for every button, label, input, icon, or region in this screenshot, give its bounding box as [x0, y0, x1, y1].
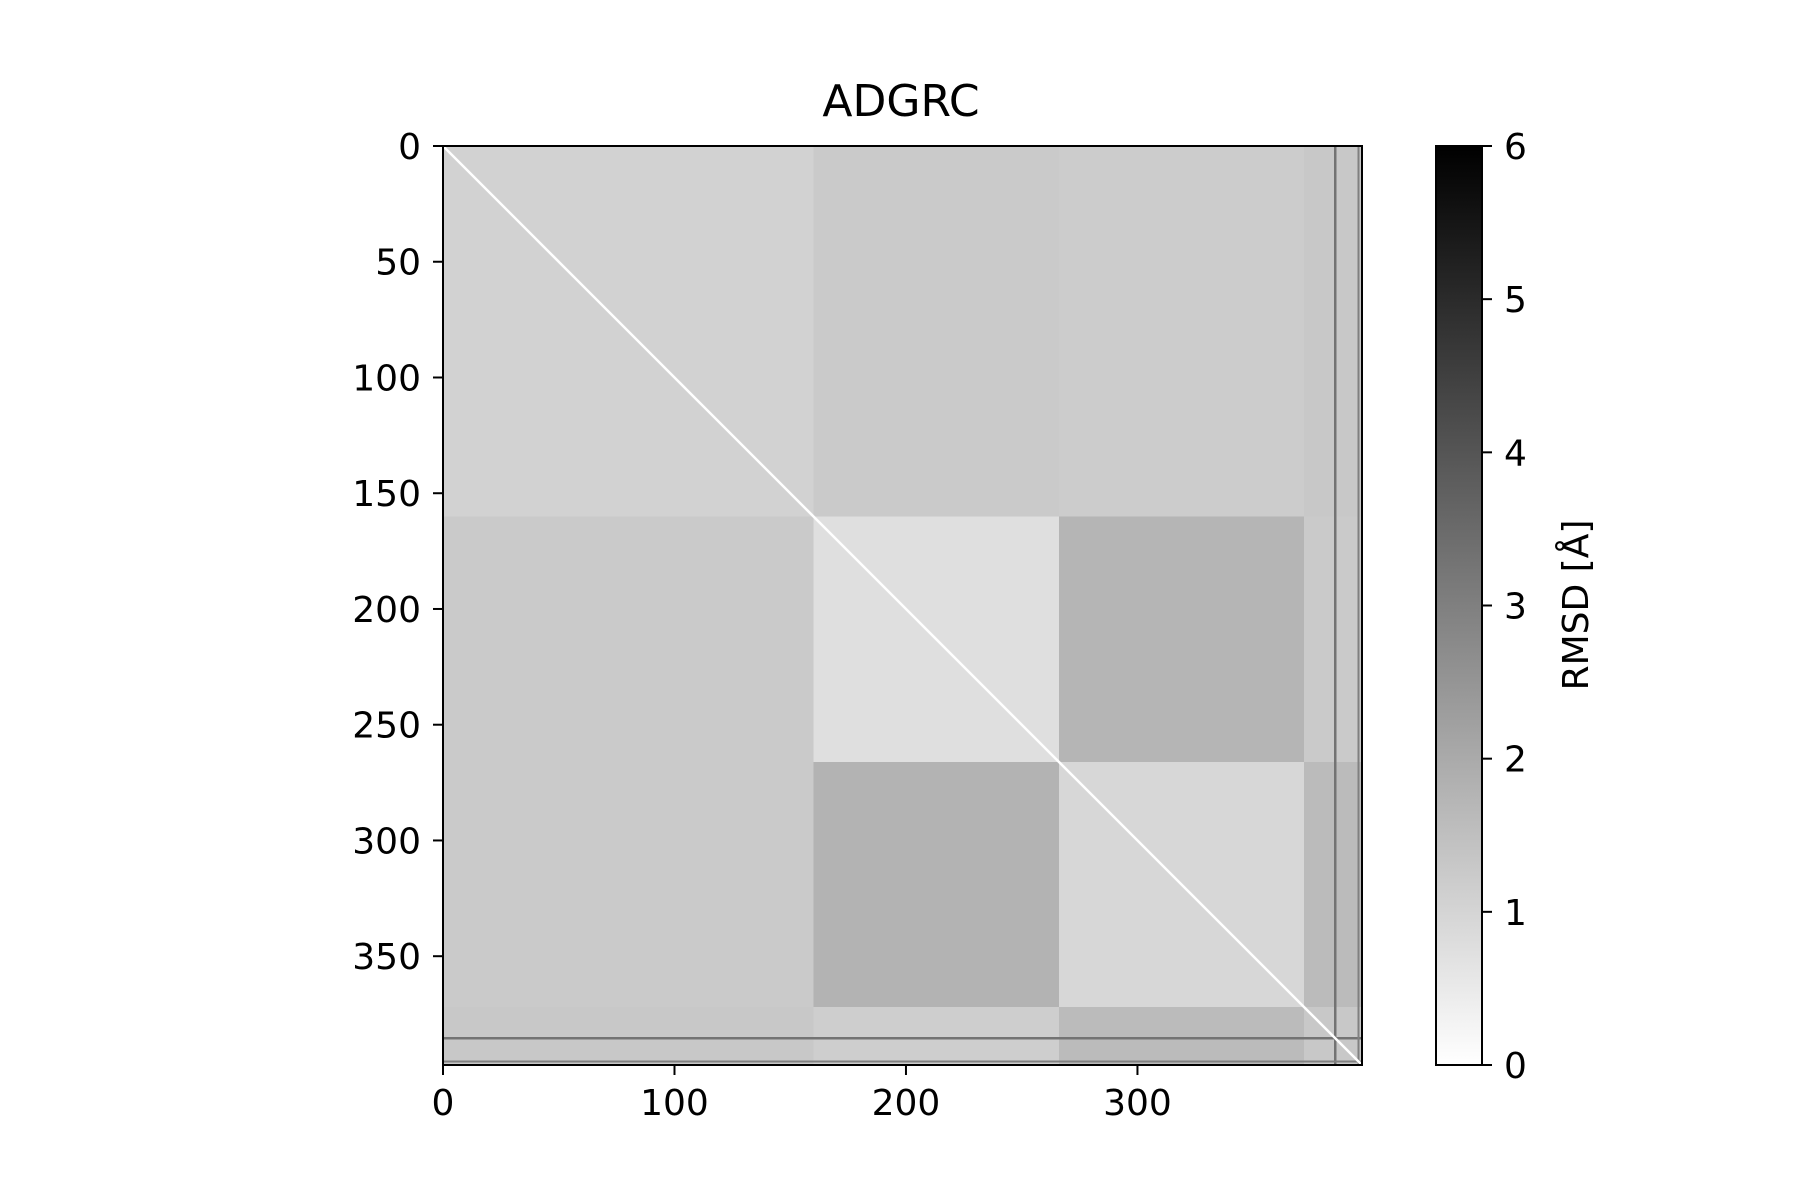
colorbar-tick-label-0: 0: [1504, 1046, 1527, 1087]
colorbar-label: RMSD [Å]: [1554, 520, 1597, 691]
heatmap-block-1: [813, 146, 1059, 517]
y-tick-label-250: 250: [352, 706, 421, 747]
x-axis: 0 100 200 300: [432, 1065, 1172, 1124]
diagonal-line: [442, 145, 1363, 1066]
outlier-col-0: [1334, 146, 1337, 1065]
y-tick-label-0: 0: [398, 127, 421, 168]
y-tick-label-200: 200: [352, 590, 421, 631]
heatmap-block-4: [443, 516, 814, 762]
heatmap-block-13: [813, 1007, 1059, 1065]
x-tick-label-300: 300: [1103, 1083, 1172, 1124]
heatmap-block-12: [443, 1007, 814, 1065]
colorbar-tick-label-4: 4: [1504, 433, 1527, 474]
plot-frame: [442, 145, 1363, 1066]
colorbar-tick-label-5: 5: [1504, 280, 1527, 321]
y-tick-label-50: 50: [375, 243, 421, 284]
heatmap-diagonal: [442, 145, 1363, 1066]
y-tick-label-100: 100: [352, 358, 421, 399]
colorbar-ticks: 0 1 2 3 4 5 6: [1482, 127, 1527, 1087]
colorbar-tick-label-1: 1: [1504, 893, 1527, 934]
x-tick-label-0: 0: [432, 1083, 455, 1124]
colorbar: [1435, 145, 1483, 1066]
colorbar-tick-label-3: 3: [1504, 587, 1527, 628]
y-tick-label-350: 350: [352, 937, 421, 978]
heatmap-block-3: [1304, 146, 1362, 517]
outlier-row-1: [443, 1060, 1362, 1063]
outlier-row-0: [443, 1037, 1362, 1040]
heatmap-block-8: [443, 761, 814, 1008]
heatmap-cells: [443, 146, 1362, 1065]
x-tick-label-200: 200: [872, 1083, 941, 1124]
y-tick-label-300: 300: [352, 821, 421, 862]
heatmap-block-7: [1304, 516, 1362, 762]
heatmap-block-14: [1058, 1007, 1305, 1065]
heatmap-block-9: [813, 761, 1059, 1008]
colorbar-tick-label-6: 6: [1504, 127, 1527, 168]
x-tick-label-100: 100: [640, 1083, 709, 1124]
heatmap-block-2: [1058, 146, 1305, 517]
heatmap-outlier-lines: [443, 146, 1362, 1065]
heatmap-block-11: [1304, 761, 1362, 1008]
y-tick-label-150: 150: [352, 474, 421, 515]
colorbar-tick-label-2: 2: [1504, 740, 1527, 781]
y-axis: 0 50 100 150 200 250 300 350: [352, 127, 443, 978]
heatmap-block-6: [1058, 516, 1305, 762]
outlier-col-1: [1357, 146, 1360, 1065]
chart-title: ADGRC: [822, 76, 979, 127]
